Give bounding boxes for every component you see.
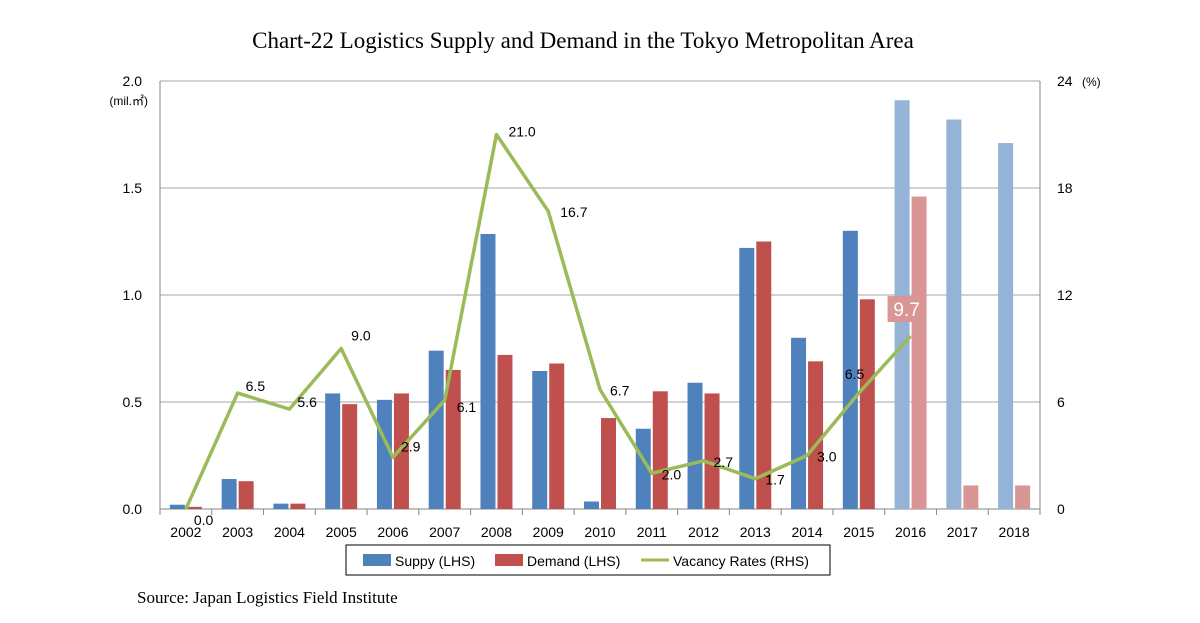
demand-bar-2002 [186, 506, 202, 509]
legend [345, 544, 831, 576]
supply-bar-2017 [946, 119, 962, 510]
x-tick-label: 2007 [429, 524, 460, 540]
y-right-unit: (%) [1082, 75, 1101, 89]
y-right-tick-label: 6 [1057, 394, 1065, 410]
x-tick-label: 2009 [533, 524, 564, 540]
y-right-tick-label: 0 [1057, 501, 1065, 517]
vacancy-data-label: 9.0 [351, 328, 371, 344]
chart-title: Chart-22 Logistics Supply and Demand in … [252, 28, 914, 53]
vacancy-data-label: 2.0 [662, 466, 682, 482]
demand-bar-2006 [393, 393, 409, 509]
x-tick-label: 2017 [947, 524, 978, 540]
legend-label: Suppy (LHS) [395, 553, 475, 569]
y-left-tick-label: 1.0 [123, 287, 143, 303]
vacancy-data-label: 6.1 [457, 399, 477, 415]
x-tick-label: 2012 [688, 524, 719, 540]
supply-bar-2008 [480, 234, 496, 509]
supply-bar-2011 [635, 428, 651, 509]
x-tick-label: 2014 [791, 524, 822, 540]
vacancy-data-label: 6.5 [845, 366, 865, 382]
legend-label: Demand (LHS) [527, 553, 620, 569]
demand-bar-2012 [704, 393, 720, 509]
demand-bar-2003 [238, 481, 254, 509]
x-tick-label: 2018 [999, 524, 1030, 540]
x-tick-label: 2005 [326, 524, 357, 540]
source-note: Source: Japan Logistics Field Institute [137, 588, 398, 607]
demand-bar-2014 [808, 361, 824, 509]
y-left-tick-label: 1.5 [123, 180, 143, 196]
y-left-tick-label: 0.5 [123, 394, 143, 410]
x-tick-label: 2002 [170, 524, 201, 540]
vacancy-data-label: 9.7 [893, 300, 919, 321]
vacancy-data-label: 6.5 [246, 378, 266, 394]
demand-bar-2010 [601, 418, 616, 509]
x-tick-label: 2015 [843, 524, 874, 540]
highlight-label-box [887, 296, 926, 323]
supply-bar-2004 [273, 503, 289, 509]
y-left-tick-label: 0.0 [123, 501, 143, 517]
supply-bar-2015 [842, 230, 858, 510]
vacancy-data-label: 5.6 [297, 394, 317, 410]
supply-bar-2006 [376, 399, 392, 509]
y-left-tick-label: 2.0 [123, 73, 143, 89]
supply-bar-2010 [584, 501, 599, 509]
demand-bar-2011 [652, 391, 668, 509]
vacancy-data-label: 6.7 [610, 383, 630, 399]
y-left-unit: (mil.㎡) [109, 94, 148, 108]
y-right-tick-label: 24 [1057, 73, 1073, 89]
supply-bar-2007 [428, 350, 444, 509]
demand-bar-2015 [859, 299, 875, 509]
y-right-tick-label: 12 [1057, 287, 1073, 303]
demand-bar-2016 [911, 196, 927, 509]
vacancy-data-label: 16.7 [560, 204, 587, 220]
supply-bar-2009 [532, 370, 548, 509]
supply-bar-2005 [325, 393, 341, 509]
demand-bar-2008 [497, 354, 513, 509]
supply-bar-2003 [221, 479, 237, 509]
x-tick-label: 2006 [377, 524, 408, 540]
demand-bar-2017 [963, 485, 979, 509]
x-tick-label: 2011 [637, 524, 667, 540]
vacancy-data-label: 1.7 [765, 472, 785, 488]
supply-bar-2013 [739, 247, 755, 510]
supply-bar-2018 [998, 143, 1014, 509]
legend-swatch [495, 554, 523, 566]
vacancy-data-label: 3.0 [817, 449, 837, 465]
y-right-tick-label: 18 [1057, 180, 1073, 196]
x-tick-label: 2016 [895, 524, 926, 540]
supply-bar-2014 [791, 337, 807, 509]
supply-bar-2012 [687, 382, 703, 509]
demand-bar-2018 [1015, 485, 1031, 509]
demand-bar-2005 [342, 404, 358, 509]
x-tick-label: 2013 [740, 524, 771, 540]
demand-bar-2009 [549, 363, 565, 509]
demand-bar-2004 [290, 503, 306, 509]
x-tick-label: 2003 [222, 524, 253, 540]
demand-bar-2007 [445, 369, 461, 509]
supply-bar-2002 [169, 504, 185, 509]
legend-swatch [363, 554, 391, 566]
demand-bar-2013 [756, 241, 772, 509]
vacancy-rate-line [184, 132, 912, 510]
vacancy-data-label: 0.0 [194, 512, 214, 528]
x-tick-label: 2004 [274, 524, 305, 540]
legend-label: Vacancy Rates (RHS) [673, 553, 809, 569]
vacancy-data-label: 2.9 [401, 438, 421, 454]
x-tick-label: 2008 [481, 524, 512, 540]
x-tick-label: 2010 [584, 524, 615, 540]
vacancy-data-label: 21.0 [508, 124, 535, 140]
vacancy-data-label: 2.7 [714, 454, 734, 470]
